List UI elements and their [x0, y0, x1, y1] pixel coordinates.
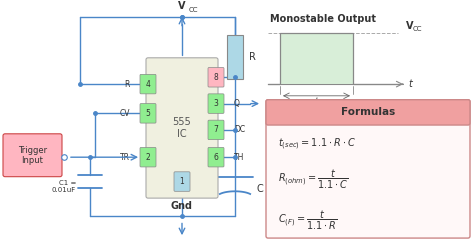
FancyBboxPatch shape: [140, 104, 156, 123]
Bar: [227, 35, 243, 79]
Text: 4: 4: [146, 80, 150, 89]
Text: 5: 5: [146, 109, 150, 118]
Text: CC: CC: [189, 7, 199, 13]
Bar: [280, 33, 353, 84]
FancyBboxPatch shape: [140, 147, 156, 167]
Text: $R_{(ohm)} = \dfrac{t}{1.1 \cdot C}$: $R_{(ohm)} = \dfrac{t}{1.1 \cdot C}$: [278, 168, 349, 191]
Text: $t_{(sec)} = 1.1 \cdot R \cdot C$: $t_{(sec)} = 1.1 \cdot R \cdot C$: [278, 137, 356, 152]
Text: V: V: [406, 20, 413, 31]
Text: Q: Q: [234, 99, 240, 108]
FancyBboxPatch shape: [174, 172, 190, 191]
Text: $C_{(F)} = \dfrac{t}{1.1 \cdot R}$: $C_{(F)} = \dfrac{t}{1.1 \cdot R}$: [278, 209, 337, 232]
Text: Formulas: Formulas: [341, 107, 395, 117]
Text: C1 =
0.01uF: C1 = 0.01uF: [52, 180, 76, 193]
Text: DC: DC: [234, 125, 245, 134]
Text: CC: CC: [413, 27, 422, 33]
Text: 6: 6: [214, 153, 219, 162]
FancyBboxPatch shape: [3, 134, 62, 177]
FancyBboxPatch shape: [208, 67, 224, 87]
Text: TR: TR: [120, 153, 130, 162]
FancyBboxPatch shape: [208, 147, 224, 167]
Text: Trigger
Input: Trigger Input: [18, 146, 47, 165]
Text: V: V: [178, 1, 186, 11]
Text: 8: 8: [214, 73, 219, 82]
Text: 555
IC: 555 IC: [173, 117, 191, 139]
Text: 3: 3: [214, 99, 219, 108]
FancyBboxPatch shape: [266, 100, 470, 125]
Text: t: t: [315, 97, 318, 106]
Text: TH: TH: [234, 153, 245, 162]
FancyBboxPatch shape: [140, 74, 156, 94]
Text: R: R: [125, 80, 130, 89]
Text: 7: 7: [214, 125, 219, 134]
Text: Monostable Output: Monostable Output: [270, 14, 376, 24]
Text: C: C: [257, 184, 264, 194]
FancyBboxPatch shape: [266, 100, 470, 238]
Text: t: t: [408, 79, 412, 89]
FancyBboxPatch shape: [208, 120, 224, 140]
Text: R: R: [249, 52, 256, 62]
Text: 1: 1: [180, 177, 184, 186]
FancyBboxPatch shape: [208, 94, 224, 113]
Text: CV: CV: [119, 109, 130, 118]
Text: 2: 2: [146, 153, 150, 162]
FancyBboxPatch shape: [146, 58, 218, 198]
Text: Gnd: Gnd: [171, 201, 193, 211]
